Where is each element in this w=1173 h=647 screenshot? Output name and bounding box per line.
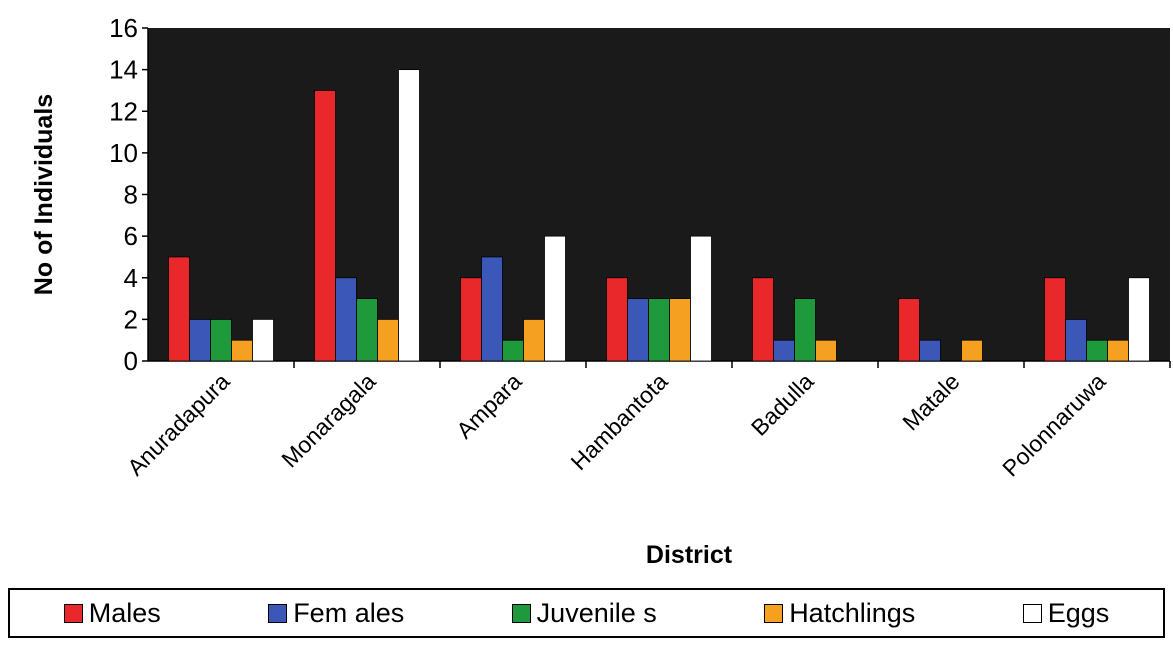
legend-swatch: [268, 603, 288, 623]
bar: [648, 298, 670, 362]
x-tick-label: Badulla: [746, 368, 819, 441]
x-tick-label: Matale: [897, 368, 964, 435]
bar: [210, 318, 232, 362]
legend-label: Fem ales: [293, 597, 405, 628]
y-axis-label: No of Individuals: [30, 94, 58, 295]
bar: [377, 318, 399, 362]
bar: [481, 256, 503, 362]
bar: [398, 69, 420, 362]
bar: [773, 339, 795, 362]
legend: Males Fem ales Juvenile s Hatchlings Eggs: [8, 588, 1165, 638]
bar: [606, 277, 628, 362]
legend-item: Juvenile s: [511, 597, 657, 629]
legend-item: Eggs: [1022, 597, 1110, 629]
bar: [1065, 318, 1087, 362]
bar: [231, 339, 253, 362]
bar: [544, 235, 566, 362]
bar: [898, 298, 920, 362]
legend-item: Fem ales: [268, 598, 404, 629]
y-tick-label: 10: [109, 138, 138, 168]
y-tick-label: 4: [124, 263, 138, 293]
bar: [815, 339, 837, 362]
legend-label: Eggs: [1047, 597, 1110, 628]
y-tick-label: 14: [109, 55, 138, 85]
bar: [460, 277, 482, 362]
legend-item: Hatchlings: [764, 598, 915, 629]
bar: [314, 90, 336, 362]
legend-swatch: [764, 603, 784, 623]
x-tick-label: Monaragala: [276, 368, 380, 472]
bar: [252, 318, 274, 362]
x-tick-label: Hambantota: [566, 368, 673, 475]
y-tick-label: 16: [109, 13, 138, 43]
legend-label: Juvenile s: [536, 597, 657, 628]
legend-label: Males: [88, 597, 161, 628]
bar: [690, 235, 712, 362]
y-tick-label: 2: [124, 304, 138, 334]
bar: [356, 298, 378, 362]
bar: [919, 339, 941, 362]
legend-swatch: [63, 603, 83, 623]
bar: [502, 339, 524, 362]
legend-swatch: [1022, 603, 1042, 623]
x-axis-label: District: [646, 541, 733, 569]
x-tick-label: Anuradapura: [122, 368, 235, 481]
y-tick-label: 6: [124, 221, 138, 251]
bar: [1086, 339, 1108, 362]
bar: [961, 339, 983, 362]
bar: [335, 277, 357, 362]
legend-swatch: [511, 603, 531, 623]
legend-label: Hatchlings: [789, 597, 916, 628]
bar: [794, 298, 816, 362]
y-tick-label: 12: [109, 96, 138, 126]
x-tick-label: Polonnaruwa: [997, 368, 1110, 481]
x-tick-label: Ampara: [451, 368, 526, 443]
bar: [752, 277, 774, 362]
bar: [1107, 339, 1129, 362]
y-tick-label: 0: [124, 346, 138, 376]
bar: [523, 318, 545, 362]
bar: [1128, 277, 1150, 362]
bar: [1044, 277, 1066, 362]
y-tick-label: 8: [124, 180, 138, 210]
bar: [669, 298, 691, 362]
legend-item: Males: [63, 597, 161, 629]
bar: [168, 256, 190, 362]
bar: [627, 298, 649, 362]
bar: [189, 318, 211, 362]
